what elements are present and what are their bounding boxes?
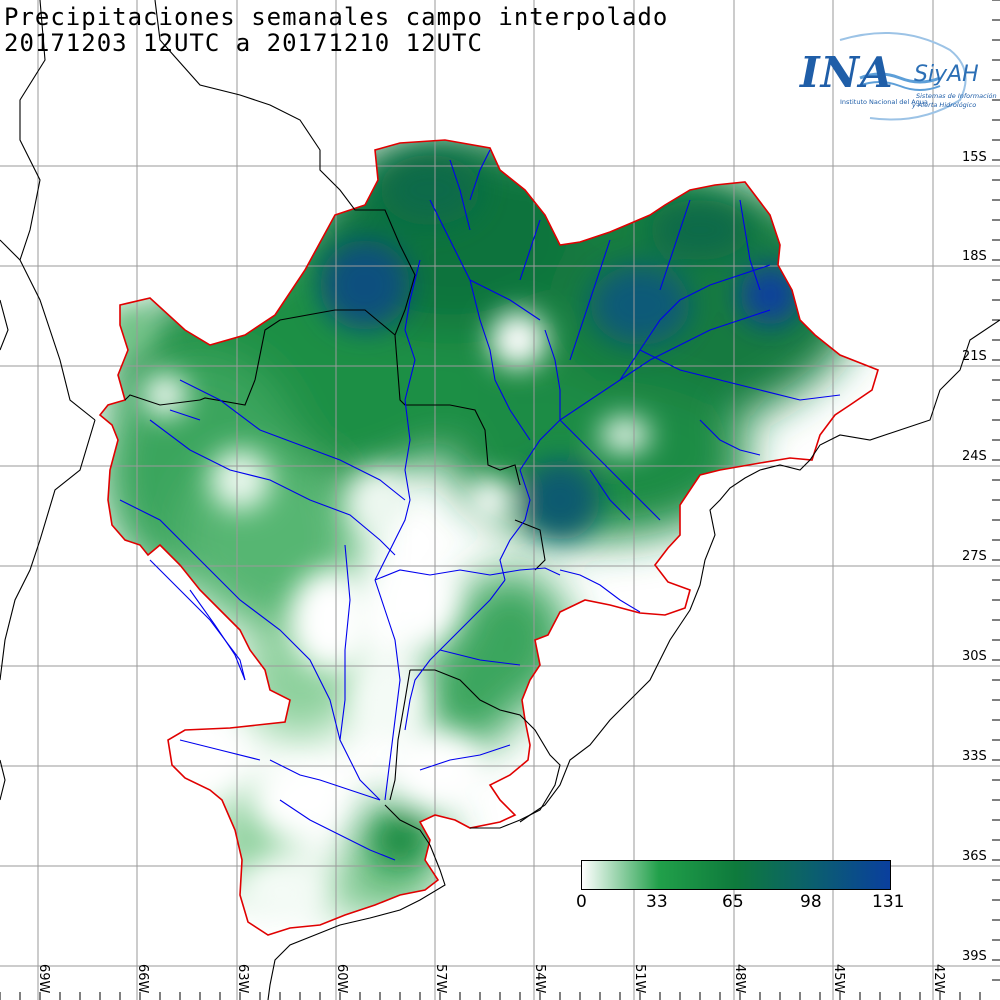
logo-subtitle-1: Instituto Nacional del Agua [840, 98, 928, 106]
lon-label-63w: 63W [235, 964, 250, 994]
precipitation-field [100, 140, 878, 935]
lat-label-24s: 24S [962, 449, 987, 464]
lon-label-69w: 69W [36, 964, 51, 994]
colorbar-tick-98: 98 [800, 892, 822, 912]
lon-label-45w: 45W [831, 964, 846, 994]
lat-label-33s: 33S [962, 749, 987, 764]
logo-siyah-text: SiyAH [914, 62, 979, 87]
lat-label-30s: 30S [962, 649, 987, 664]
lat-label-36s: 36S [962, 849, 987, 864]
logo-ina-text: INA [800, 48, 894, 97]
lon-label-51w: 51W [632, 964, 647, 994]
lon-label-54w: 54W [532, 964, 547, 994]
lon-label-66w: 66W [135, 964, 150, 994]
lat-label-18s: 18S [962, 249, 987, 264]
map-title-line2: 20171203 12UTC a 20171210 12UTC [4, 29, 483, 57]
map-title-line1: Precipitaciones semanales campo interpol… [4, 3, 669, 31]
logo-subtitle-3: y Alerta Hidrológico [912, 101, 977, 109]
logo-subtitle-2: Sistemas de Información [916, 92, 997, 100]
colorbar [581, 860, 891, 890]
colorbar-tick-131: 131 [872, 892, 905, 912]
colorbar-tick-65: 65 [722, 892, 744, 912]
lat-label-27s: 27S [962, 549, 987, 564]
colorbar-tick-0: 0 [576, 892, 587, 912]
lon-label-48w: 48W [732, 964, 747, 994]
lon-label-42w: 42W [931, 964, 946, 994]
lat-label-21s: 21S [962, 349, 987, 364]
lon-label-60w: 60W [334, 964, 349, 994]
lon-label-57w: 57W [433, 964, 448, 994]
rivers [119, 149, 841, 861]
lat-label-39s: 39S [962, 949, 987, 964]
ina-siyah-logo: INA SiyAH Instituto Nacional del Agua Si… [800, 30, 997, 126]
lat-label-15s: 15S [962, 150, 987, 165]
colorbar-tick-33: 33 [646, 892, 668, 912]
basin-outline [98, 139, 879, 936]
